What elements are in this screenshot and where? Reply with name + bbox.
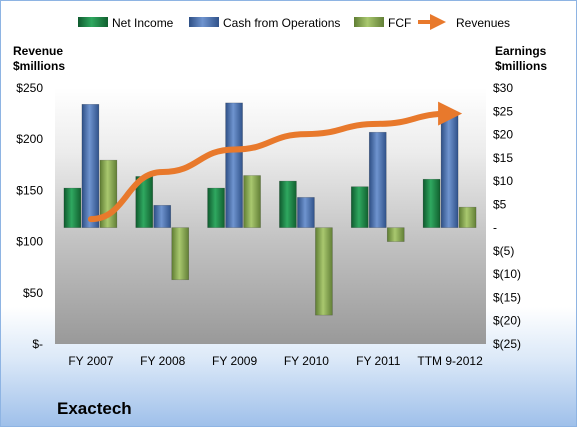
right-axis-tick-label: $(5) xyxy=(493,244,514,258)
right-axis-tick-label: $30 xyxy=(493,81,513,95)
revenue-line-layer xyxy=(87,101,463,223)
right-axis-tick-label: $15 xyxy=(493,151,513,165)
right-axis-tick-label: $25 xyxy=(493,104,513,118)
left-axis-ticks: $250 $200 $150 $100 $50 $- xyxy=(16,81,43,351)
legend-label-fcf: FCF xyxy=(388,16,411,30)
legend: Net Income Cash from Operations FCF Reve… xyxy=(78,14,510,30)
category-label: FY 2011 xyxy=(356,354,401,368)
cash-from-operations-bar xyxy=(368,131,387,228)
left-axis-tick-label: $50 xyxy=(23,286,43,300)
net-income-bar xyxy=(63,187,82,228)
right-axis-tick-label: - xyxy=(493,221,497,235)
category-label: TTM 9-2012 xyxy=(417,354,483,368)
fcf-bar xyxy=(171,227,190,281)
legend-swatch-cash-from-operations xyxy=(189,17,219,27)
fcf-bar xyxy=(458,206,477,228)
legend-label-cash-from-operations: Cash from Operations xyxy=(223,16,340,30)
revenues-arrow-line xyxy=(87,101,463,223)
category-label: FY 2010 xyxy=(284,354,329,368)
net-income-bar xyxy=(422,178,441,228)
plot-area xyxy=(55,88,486,344)
right-axis-tick-label: $20 xyxy=(493,128,513,142)
legend-swatch-net-income xyxy=(78,17,108,27)
fcf-bar xyxy=(386,227,405,242)
cash-from-operations-bar xyxy=(81,103,100,228)
left-axis-tick-label: $100 xyxy=(16,235,43,249)
legend-item-fcf: FCF xyxy=(354,16,411,30)
company-name: Exactech xyxy=(57,399,132,418)
right-axis-tick-label: $(10) xyxy=(493,267,521,281)
fcf-bar xyxy=(243,175,261,228)
net-income-bar xyxy=(350,186,369,228)
right-axis-title-line-2: $millions xyxy=(495,59,547,73)
legend-item-cash-from-operations: Cash from Operations xyxy=(189,16,340,30)
right-axis-tick-label: $(15) xyxy=(493,290,521,304)
legend-label-net-income: Net Income xyxy=(112,16,174,30)
cash-from-operations-bar xyxy=(225,102,243,228)
cash-from-operations-bar xyxy=(153,204,172,228)
bars-layer xyxy=(63,102,477,316)
left-axis-title-line-1: Revenue xyxy=(13,44,63,58)
right-axis-tick-label: $10 xyxy=(493,174,513,188)
right-axis-ticks: $30 $25 $20 $15 $10 $5 - $(5) $(10) $(15) $(20) $(2… xyxy=(493,81,521,351)
right-axis-title-line-1: Earnings xyxy=(495,44,547,58)
category-labels: FY 2007 FY 2008 FY 2009 FY 2010 FY 2011 TTM 9… xyxy=(68,354,483,368)
left-axis-tick-label: $- xyxy=(32,337,43,351)
net-income-bar xyxy=(279,180,297,228)
left-axis-tick-label: $200 xyxy=(16,132,43,146)
left-axis-tick-label: $250 xyxy=(16,81,43,95)
fcf-bar xyxy=(315,227,333,316)
category-label: FY 2009 xyxy=(212,354,257,368)
legend-item-net-income: Net Income xyxy=(78,16,174,30)
cash-from-operations-bar xyxy=(440,111,459,228)
net-income-bar xyxy=(207,187,225,228)
category-label: FY 2008 xyxy=(140,354,185,368)
cash-from-operations-bar xyxy=(297,197,315,228)
left-axis-tick-label: $150 xyxy=(16,183,43,197)
legend-swatch-fcf xyxy=(354,17,384,27)
category-label: FY 2007 xyxy=(68,354,113,368)
right-axis-tick-label: $5 xyxy=(493,197,507,211)
legend-item-revenues: Revenues xyxy=(418,14,510,30)
left-axis-title-line-2: $millions xyxy=(13,59,65,73)
right-axis-tick-label: $(20) xyxy=(493,314,521,328)
right-axis-tick-label: $(25) xyxy=(493,337,521,351)
legend-label-revenues: Revenues xyxy=(456,16,510,30)
